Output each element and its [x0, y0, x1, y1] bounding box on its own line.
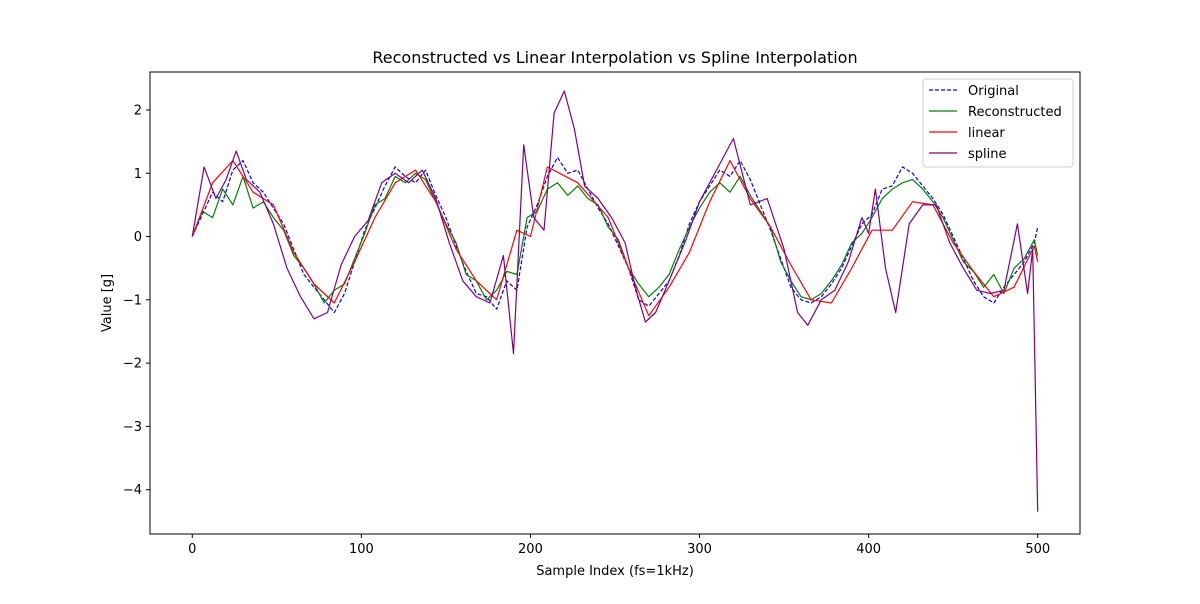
- x-axis-label: Sample Index (fs=1kHz): [536, 564, 694, 579]
- x-tick-label: 0: [188, 542, 196, 557]
- legend-box: [922, 78, 1074, 168]
- y-tick-label: −3: [123, 420, 142, 435]
- chart-title: Reconstructed vs Linear Interpolation vs…: [372, 48, 857, 67]
- plot-area: [191, 90, 1039, 512]
- y-axis-label: Value [g]: [100, 274, 115, 332]
- y-tick-label: −1: [123, 293, 142, 308]
- y-tick-label: 1: [134, 167, 142, 182]
- x-tick-label: 400: [856, 542, 881, 557]
- series-line-original: [191, 156, 1039, 314]
- x-tick-label: 300: [687, 542, 712, 557]
- y-tick-label: −4: [123, 483, 142, 498]
- legend-label-linear: linear: [968, 126, 1005, 141]
- legend-label-original: Original: [968, 84, 1019, 99]
- legend-label-reconstructed: Reconstructed: [968, 105, 1062, 120]
- series-line-linear: [191, 160, 1039, 317]
- series-line-spline: [191, 90, 1039, 512]
- x-tick-label: 200: [518, 542, 543, 557]
- y-tick-label: 2: [134, 103, 142, 118]
- x-tick-label: 500: [1025, 542, 1050, 557]
- legend: Original Reconstructed linear spline: [922, 78, 1074, 168]
- plot-frame: [149, 71, 1081, 535]
- x-tick-label: 100: [349, 542, 374, 557]
- axis-ticks: 0 100 200 300 400 500 −4 −3 −2 −1 0 1 2: [123, 103, 1050, 557]
- y-tick-label: −2: [123, 357, 142, 372]
- legend-label-spline: spline: [968, 147, 1007, 162]
- y-tick-label: 0: [134, 230, 142, 245]
